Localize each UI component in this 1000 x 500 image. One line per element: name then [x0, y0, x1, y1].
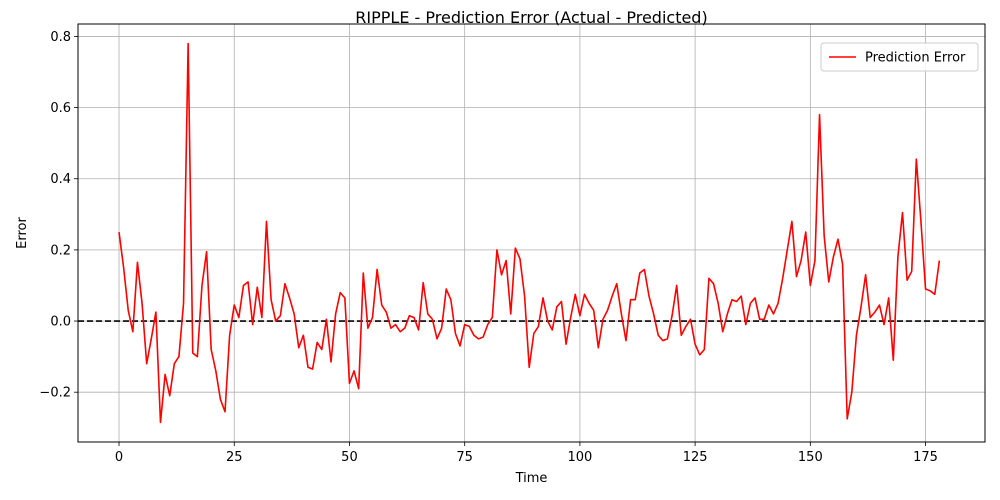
series-layer: [118, 42, 941, 424]
x-tick-label: 100: [567, 450, 592, 465]
legend-label-prediction-error: Prediction Error: [865, 51, 966, 66]
y-axis-label: Error: [15, 217, 30, 249]
chart-title: RIPPLE - Prediction Error (Actual - Pred…: [355, 8, 707, 27]
x-tick-label: 0: [115, 450, 123, 465]
x-axis-label: Time: [515, 471, 548, 486]
x-tick-label: 175: [913, 450, 938, 465]
x-tick-label: 50: [341, 450, 358, 465]
legend-box: [820, 42, 979, 72]
plot-frame: [77, 23, 986, 443]
y-axis-ticks: −0.2 0.0 0.2 0.4 0.6 0.8: [39, 30, 78, 401]
x-tick-label: 75: [456, 450, 473, 465]
x-tick-label: 150: [798, 450, 823, 465]
y-tick-label: 0.2: [50, 243, 71, 258]
x-tick-label: 25: [226, 450, 243, 465]
series-line-prediction-error: [118, 42, 941, 424]
x-tick-label: 125: [683, 450, 708, 465]
y-tick-label: 0.6: [50, 101, 71, 116]
y-tick-label: −0.2: [39, 386, 71, 401]
y-tick-label: 0.4: [50, 172, 71, 187]
y-tick-label: 0.8: [50, 30, 71, 45]
legend: Prediction Error: [820, 42, 979, 72]
y-tick-label: 0.0: [50, 315, 71, 330]
x-axis-ticks: 0 25 50 75 100 125 150 175: [115, 442, 938, 465]
